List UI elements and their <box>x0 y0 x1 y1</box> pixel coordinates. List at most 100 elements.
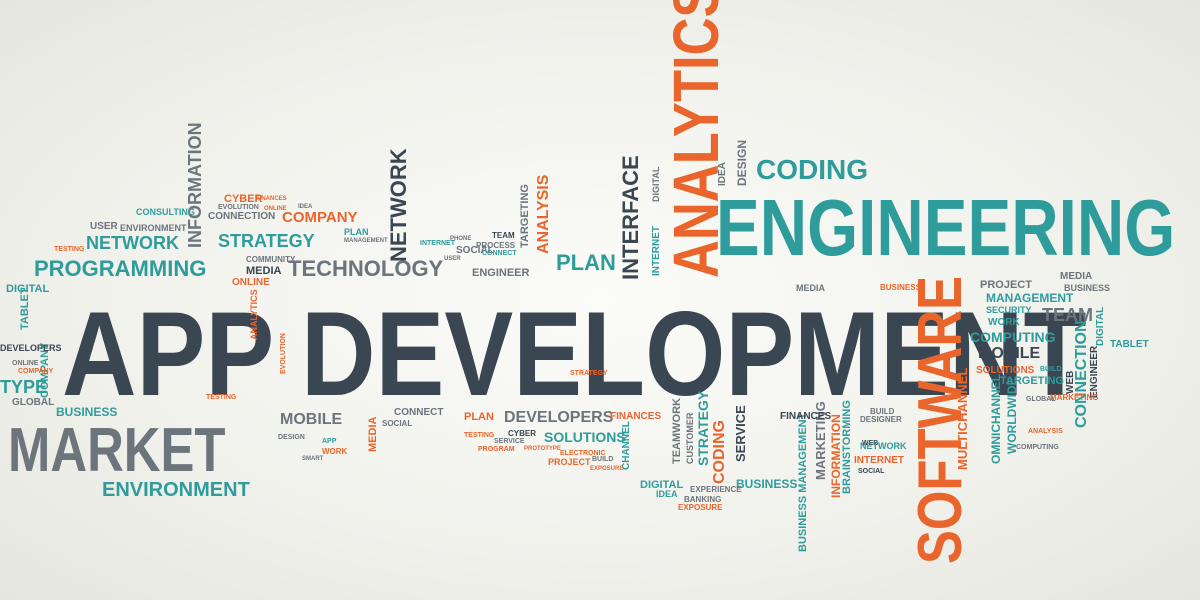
word-brainstorming: BRAINSTORMING <box>841 400 853 494</box>
word-phone: PHONE <box>450 236 472 242</box>
word-business-orange: BUSINESS <box>880 283 921 292</box>
word-experience: EXPERIENCE <box>690 485 742 494</box>
word-management: MANAGEMENT <box>986 291 1074 305</box>
word-coding: CODING <box>756 154 868 185</box>
word-business-lower: BUSINESS <box>736 477 798 491</box>
word-worldwide: WORLDWIDE <box>1005 377 1019 454</box>
word-finances-right: FINANCES <box>780 411 832 422</box>
word-analysis-small: ANALYSIS <box>1028 428 1063 435</box>
word-strategy-small: STRATEGY <box>570 370 608 377</box>
word-mobile-right: MOBILE <box>978 345 1041 362</box>
word-digital-vertical: DIGITAL <box>651 166 661 202</box>
word-interface: INTERFACE <box>618 155 643 280</box>
word-testing-lower: TESTING <box>464 432 495 439</box>
word-digital-lower: DIGITAL <box>640 479 684 491</box>
word-idea: IDEA <box>717 162 728 186</box>
word-media-top: MEDIA <box>796 283 825 293</box>
word-engineer: ENGINEER <box>472 267 530 279</box>
word-exposure: EXPOSURE <box>678 503 723 512</box>
word-internet-orange: INTERNET <box>854 455 904 466</box>
word-idea-lower: IDEA <box>656 489 678 499</box>
word-service: SERVICE <box>733 405 748 462</box>
word-app-development: APP DEVELOPMENT <box>62 287 1087 421</box>
word-company-small: COMPANY <box>18 368 54 375</box>
word-process: PROCESS <box>476 241 516 250</box>
word-tablet: TABLET <box>19 287 31 330</box>
word-social-right: SOCIAL <box>858 468 885 475</box>
word-online-small: ONLINE <box>264 206 287 212</box>
word-prototype: PROTOTYPE <box>524 446 561 452</box>
word-plan: PLAN <box>556 250 616 275</box>
word-testing-left: TESTING <box>206 394 237 401</box>
word-environment: ENVIRONMENT <box>102 479 250 501</box>
word-evolution-small: EVOLUTION <box>280 333 287 374</box>
word-business: BUSINESS <box>56 405 118 419</box>
word-computing: COMPUTING <box>970 329 1056 345</box>
word-online: ONLINE <box>232 277 270 288</box>
word-computing-small: COMPUTING <box>1016 444 1059 451</box>
word-build: BUILD <box>870 407 895 416</box>
word-network: NETWORK <box>86 233 179 253</box>
word-security: SECURITY <box>986 305 1032 315</box>
word-coding-vertical: CODING <box>711 420 728 484</box>
word-online-left: ONLINE <box>12 360 39 367</box>
word-idea-small: IDEA <box>298 204 313 210</box>
word-electronic: ELECTRONIC <box>560 450 606 457</box>
word-teamwork: TEAMWORK <box>671 398 683 464</box>
word-connect-small: CONNECT <box>482 250 517 257</box>
word-targeting-right: TARGETING <box>1000 375 1064 387</box>
word-internet: INTERNET <box>651 226 662 276</box>
word-business-management: BUSINESS MANAGEMENT <box>797 412 809 552</box>
word-solutions: SOLUTIONS <box>544 429 626 445</box>
word-app: APP <box>322 438 337 445</box>
word-program: PROGRAM <box>478 446 515 453</box>
word-customer: CUSTOMER <box>685 412 695 464</box>
word-work-lower: WORK <box>322 447 348 456</box>
word-engineering: ENGINEERING <box>716 183 1176 272</box>
word-targeting: TARGETING <box>519 184 531 248</box>
word-internet-small: INTERNET <box>420 240 455 247</box>
word-environment-small: ENVIRONMENT <box>120 223 187 233</box>
word-engineer-vertical: ENGINEER <box>1089 345 1100 398</box>
word-digital: DIGITAL <box>6 283 50 295</box>
word-banking-small: EXPOSURE <box>590 466 624 472</box>
word-team: TEAM <box>1042 305 1093 325</box>
word-strategy-vertical: STRATEGY <box>695 390 711 466</box>
word-community: COMMUNITY <box>246 255 296 264</box>
word-analysis: ANALYSIS <box>535 174 552 254</box>
word-solutions-orange: SOLUTIONS <box>976 365 1035 376</box>
word-strategy: STRATEGY <box>218 231 315 251</box>
word-information: INFORMATION <box>185 122 205 248</box>
word-web: WEB <box>1065 370 1076 394</box>
word-finances: FINANCES <box>610 411 662 422</box>
word-cyber-lower: CYBER <box>508 429 537 438</box>
word-connection: CONNECTION <box>1073 320 1090 428</box>
word-project-lower: PROJECT <box>548 457 591 467</box>
word-type: TYPE <box>0 377 48 397</box>
word-business-right: BUSINESS <box>1064 283 1111 293</box>
word-plan-small: PLAN <box>464 411 494 423</box>
word-work: WORK <box>988 317 1020 328</box>
word-programming: PROGRAMMING <box>34 256 207 281</box>
word-developers-left: DEVELOPERS <box>0 343 62 353</box>
word-social-lower: SOCIAL <box>382 419 413 428</box>
word-cyber: CYBER <box>224 193 263 205</box>
word-consulting: CONSULTING <box>136 207 195 217</box>
word-connection-small: CONNECTION <box>208 211 276 222</box>
word-social: SOCIAL <box>456 245 494 256</box>
word-testing: TESTING <box>54 246 85 253</box>
word-media-orange: MEDIA <box>367 416 379 452</box>
word-designer: DESIGNER <box>860 415 902 424</box>
word-technology: TECHNOLOGY <box>288 256 444 281</box>
word-connect: CONNECT <box>394 407 444 418</box>
word-project: PROJECT <box>980 279 1032 291</box>
word-analytics: ANALYTICS <box>660 0 732 278</box>
word-design-lower: DESIGN <box>278 434 305 441</box>
word-build-right: BUILD <box>1040 366 1062 373</box>
word-network-small: NETWORK <box>860 441 907 451</box>
word-banking: BANKING <box>684 495 722 504</box>
word-build-lower: BUILD <box>592 456 614 463</box>
word-user: USER <box>90 221 118 232</box>
word-team-small: TEAM <box>492 231 515 240</box>
word-management-small: MANAGEMENT <box>344 238 388 244</box>
